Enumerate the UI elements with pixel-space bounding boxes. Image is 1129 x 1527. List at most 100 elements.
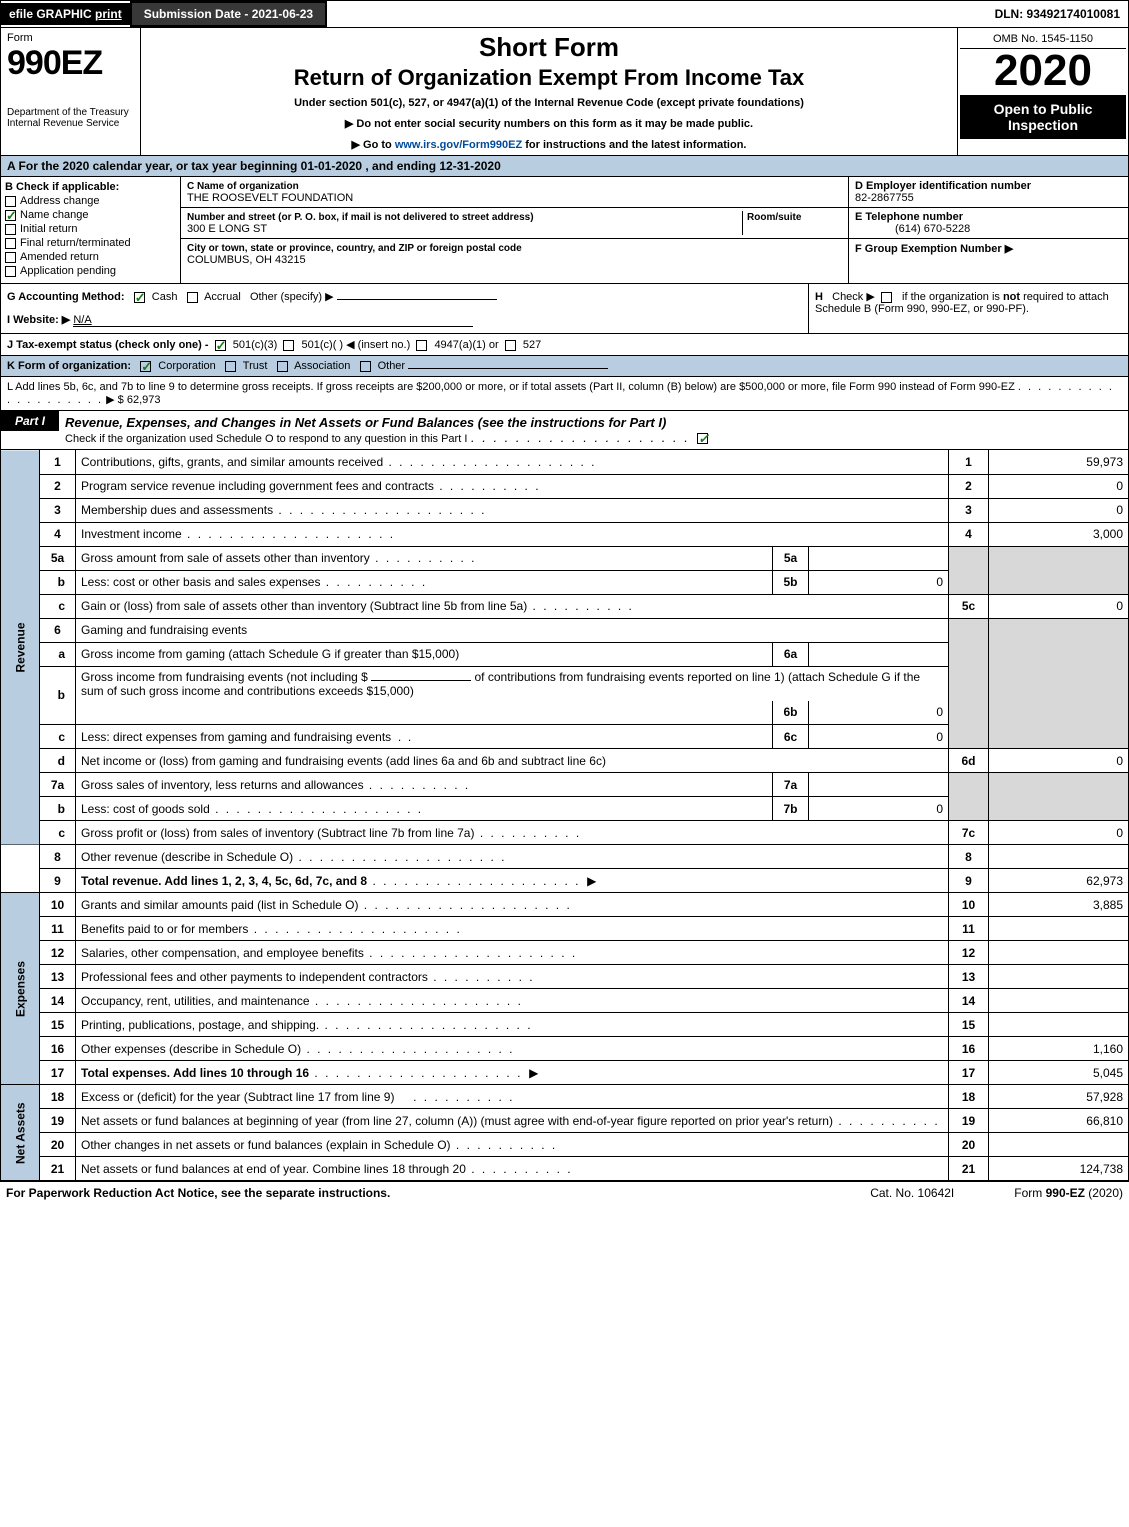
val-5b: 0 (809, 570, 949, 594)
table-row: 7a Gross sales of inventory, less return… (1, 773, 1129, 797)
chk-527[interactable] (505, 340, 516, 351)
org-name: THE ROOSEVELT FOUNDATION (187, 192, 353, 204)
b-header: B Check if applicable: (5, 181, 176, 193)
d-label: D Employer identification number (855, 180, 1031, 192)
chk-address-change[interactable]: Address change (5, 195, 176, 207)
val-7c: 0 (989, 821, 1129, 845)
table-row: 21 Net assets or fund balances at end of… (1, 1157, 1129, 1181)
val-12 (989, 941, 1129, 965)
table-row: 13 Professional fees and other payments … (1, 965, 1129, 989)
e-label: E Telephone number (855, 211, 963, 223)
val-5a (809, 546, 949, 570)
warn-ssn: ▶ Do not enter social security numbers o… (149, 117, 949, 130)
chk-other-org[interactable] (360, 361, 371, 372)
val-6d: 0 (989, 749, 1129, 773)
val-7b: 0 (809, 797, 949, 821)
form-number: 990EZ (7, 44, 134, 83)
header-center: Short Form Return of Organization Exempt… (141, 28, 958, 155)
title-short-form: Short Form (149, 32, 949, 63)
chk-schedule-b[interactable] (881, 292, 892, 303)
table-row: 15 Printing, publications, postage, and … (1, 1013, 1129, 1037)
val-10: 3,885 (989, 893, 1129, 917)
table-row: 4 Investment income 4 3,000 (1, 522, 1129, 546)
form-word: Form (7, 32, 134, 44)
footer-form: Form 990-EZ (2020) (1014, 1186, 1123, 1200)
val-6b: 0 (809, 701, 949, 725)
j-label: J Tax-exempt status (check only one) - (7, 339, 209, 351)
table-row: Expenses 10 Grants and similar amounts p… (1, 893, 1129, 917)
chk-4947[interactable] (416, 340, 427, 351)
val-6a (809, 642, 949, 666)
chk-amended-return[interactable]: Amended return (5, 251, 176, 263)
phone-value: (614) 670-5228 (855, 223, 970, 235)
h-label: H (815, 291, 823, 303)
section-c: C Name of organization THE ROOSEVELT FOU… (181, 177, 848, 283)
submission-date: Submission Date - 2021-06-23 (130, 1, 327, 27)
i-label: I Website: ▶ (7, 314, 70, 326)
val-16: 1,160 (989, 1037, 1129, 1061)
chk-cash[interactable] (134, 292, 145, 303)
sidebar-net-assets: Net Assets (1, 1085, 40, 1181)
table-row: 20 Other changes in net assets or fund b… (1, 1133, 1129, 1157)
footer-paperwork: For Paperwork Reduction Act Notice, see … (6, 1186, 390, 1200)
print-link[interactable]: print (95, 7, 122, 21)
line-k: K Form of organization: Corporation Trus… (0, 356, 1129, 377)
website-value: N/A (73, 314, 473, 327)
table-row: 16 Other expenses (describe in Schedule … (1, 1037, 1129, 1061)
f-label: F Group Exemption Number ▶ (855, 243, 1013, 255)
chk-501c3[interactable] (215, 340, 226, 351)
k-label: K Form of organization: (7, 360, 131, 372)
chk-assoc[interactable] (277, 361, 288, 372)
table-row: c Gross profit or (loss) from sales of i… (1, 821, 1129, 845)
table-row: Net Assets 18 Excess or (deficit) for th… (1, 1085, 1129, 1109)
tax-year: 2020 (960, 49, 1126, 93)
sidebar-revenue: Revenue (1, 450, 40, 845)
val-15 (989, 1013, 1129, 1037)
val-9: 62,973 (989, 869, 1129, 893)
val-5c: 0 (989, 594, 1129, 618)
chk-trust[interactable] (225, 361, 236, 372)
chk-application-pending[interactable]: Application pending (5, 265, 176, 277)
sidebar-expenses: Expenses (1, 893, 40, 1085)
chk-accrual[interactable] (187, 292, 198, 303)
val-19: 66,810 (989, 1109, 1129, 1133)
street-value: 300 E LONG ST (187, 223, 267, 235)
chk-final-return[interactable]: Final return/terminated (5, 237, 176, 249)
chk-corp[interactable] (140, 361, 151, 372)
chk-initial-return[interactable]: Initial return (5, 223, 176, 235)
table-row: 5a Gross amount from sale of assets othe… (1, 546, 1129, 570)
irs-link[interactable]: www.irs.gov/Form990EZ (395, 139, 522, 151)
dept-treasury: Department of the Treasury (7, 107, 134, 118)
line-h: H Check ▶ if the organization is not req… (808, 284, 1128, 333)
table-row: Revenue 1 Contributions, gifts, grants, … (1, 450, 1129, 474)
table-row: 11 Benefits paid to or for members 11 (1, 917, 1129, 941)
line-l: L Add lines 5b, 6c, and 7b to line 9 to … (0, 377, 1129, 411)
line-j: J Tax-exempt status (check only one) - 5… (0, 334, 1129, 356)
city-value: COLUMBUS, OH 43215 (187, 254, 306, 266)
part1-table: Revenue 1 Contributions, gifts, grants, … (0, 450, 1129, 1181)
page-footer: For Paperwork Reduction Act Notice, see … (0, 1181, 1129, 1204)
val-4: 3,000 (989, 522, 1129, 546)
chk-name-change[interactable]: Name change (5, 209, 176, 221)
val-14 (989, 989, 1129, 1013)
footer-cat: Cat. No. 10642I (870, 1186, 954, 1200)
g-label: G Accounting Method: (7, 291, 125, 303)
val-17: 5,045 (989, 1061, 1129, 1085)
val-8 (989, 845, 1129, 869)
chk-schedule-o-part1[interactable] (697, 433, 708, 444)
city-label: City or town, state or province, country… (187, 243, 522, 254)
line-g-i: G Accounting Method: Cash Accrual Other … (1, 284, 808, 333)
table-row: 2 Program service revenue including gove… (1, 474, 1129, 498)
header-left: Form 990EZ Department of the Treasury In… (1, 28, 141, 155)
table-row: 6 Gaming and fundraising events (1, 618, 1129, 642)
ein-value: 82-2867755 (855, 192, 914, 204)
val-3: 0 (989, 498, 1129, 522)
chk-501c[interactable] (283, 340, 294, 351)
efile-badge: efile GRAPHIC print (1, 3, 130, 25)
table-row: 17 Total expenses. Add lines 10 through … (1, 1061, 1129, 1085)
table-row: 19 Net assets or fund balances at beginn… (1, 1109, 1129, 1133)
warn-goto: ▶ Go to www.irs.gov/Form990EZ for instru… (149, 138, 949, 151)
top-bar: efile GRAPHIC print Submission Date - 20… (0, 0, 1129, 28)
header-right: OMB No. 1545-1150 2020 Open to Public In… (958, 28, 1128, 155)
val-6c: 0 (809, 725, 949, 749)
